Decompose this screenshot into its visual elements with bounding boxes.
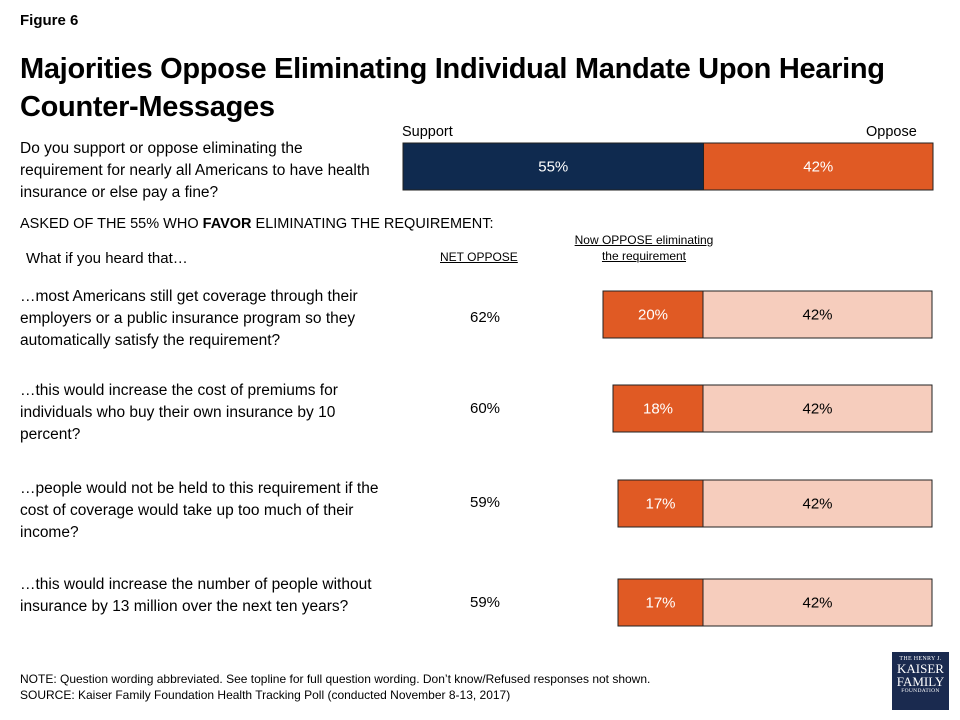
bar-oppose-1 [702, 290, 933, 339]
net-oppose-value-1: 62% [469, 309, 501, 326]
label-oppose-3: 42% [802, 495, 832, 512]
label-support: 55% [538, 158, 568, 175]
now-oppose-header: Now OPPOSE eliminating the requirement [574, 233, 714, 263]
footnote: NOTE: Question wording abbreviated. See … [20, 671, 650, 703]
label-now-oppose-2: 18% [643, 400, 673, 417]
support-label: Support [402, 124, 453, 140]
asked-of-note: ASKED OF THE 55% WHO FAVOR ELIMINATING T… [20, 216, 494, 232]
bar-oppose [703, 142, 934, 191]
label-oppose: 42% [803, 158, 833, 175]
bar-now-oppose-4 [617, 578, 704, 627]
label-now-oppose-4: 17% [645, 594, 675, 611]
label-oppose-2: 42% [802, 400, 832, 417]
label-oppose-1: 42% [802, 306, 832, 323]
oppose-label: Oppose [866, 124, 917, 140]
note-text: NOTE: Question wording abbreviated. See … [20, 672, 651, 686]
net-oppose-value-3: 59% [469, 494, 501, 511]
label-oppose-4: 42% [802, 594, 832, 611]
heard-prompt: What if you heard that… [26, 250, 188, 267]
net-oppose-value-2: 60% [469, 400, 501, 417]
label-now-oppose-1: 20% [638, 306, 668, 323]
bar-oppose-2 [702, 384, 933, 433]
message-1: …most Americans still get coverage throu… [20, 288, 358, 349]
kff-logo: THE HENRY J. KAISER FAMILY FOUNDATION [892, 652, 949, 710]
label-now-oppose-3: 17% [645, 495, 675, 512]
bar-oppose-4 [702, 578, 933, 627]
net-oppose-value-4: 59% [469, 594, 501, 611]
chart-title: Majorities Oppose Eliminating Individual… [20, 53, 885, 123]
bar-now-oppose-2 [612, 384, 704, 433]
message-3: …people would not be held to this requir… [20, 480, 379, 541]
source-text: SOURCE: Kaiser Family Foundation Health … [20, 688, 511, 702]
net-oppose-header: NET OPPOSE [440, 250, 518, 264]
figure-label: Figure 6 [20, 12, 79, 29]
main-question: Do you support or oppose eliminating the… [20, 140, 370, 201]
message-4: …this would increase the number of peopl… [20, 576, 372, 615]
bar-now-oppose-3 [617, 479, 704, 528]
message-2: …this would increase the cost of premium… [20, 382, 338, 443]
bar-oppose-3 [702, 479, 933, 528]
